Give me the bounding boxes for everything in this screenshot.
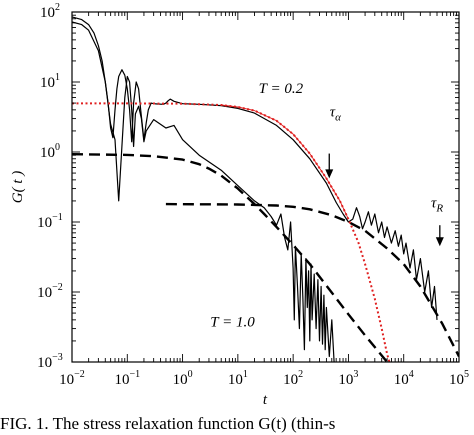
y-axis-label: G( t ) [10,171,26,204]
data-series-group [72,16,459,362]
x-tick-label: 105 [449,369,469,388]
annotation-label: τR [431,196,443,215]
y-tick-label: 10−2 [37,282,63,301]
y-tick-label: 100 [40,142,60,161]
y-tick-label: 10−3 [37,352,63,371]
series-line-2 [72,21,335,362]
series-line-6 [221,104,349,220]
x-tick-label: 100 [173,369,193,388]
x-tick-label: 104 [394,369,414,388]
annotation-label: τα [330,105,341,124]
x-tick-label: 103 [338,369,358,388]
annotations: T = 0.2 T = 1.0 τα τR [210,81,444,331]
x-tick-label: 102 [283,369,303,388]
arrow-head [435,237,444,247]
annotation-label: T = 1.0 [210,315,255,331]
annotation-label: T = 0.2 [259,81,304,97]
x-tick-label: 10−2 [59,369,85,388]
y-tick-label: 10−1 [37,212,63,231]
y-tick-label: 102 [40,2,60,21]
x-tick-label: 10−1 [114,369,140,388]
series-line-1 [72,16,438,320]
figure-caption: FIG. 1. The stress relaxation function G… [0,414,336,433]
axis-ticks: 10−2 10−1 100 101 102 103 104 10510−310−210−110… [37,2,469,388]
arrow-head [325,169,334,179]
series-line-5 [72,102,391,362]
plot-frame [71,11,460,363]
x-axis-label: t [263,392,268,408]
x-tick-label: 101 [228,369,248,388]
y-tick-label: 101 [40,72,60,91]
series-line-4 [165,202,459,358]
